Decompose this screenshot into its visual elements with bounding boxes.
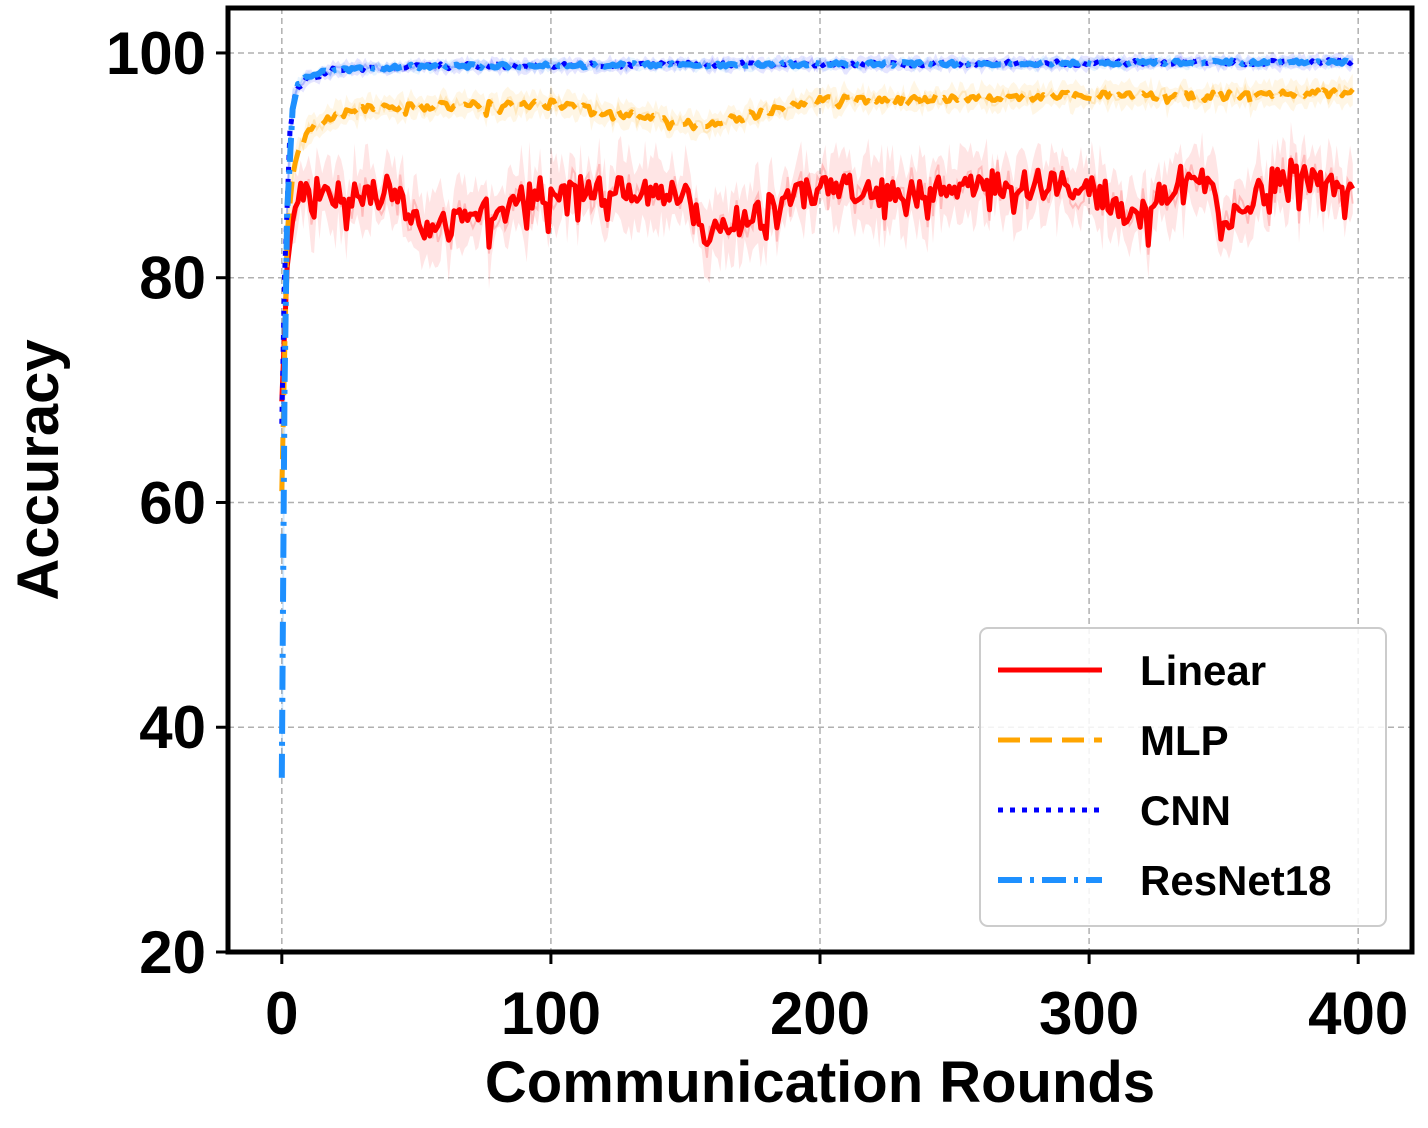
y-tick-label: 80 — [139, 245, 206, 312]
raw-line-linear — [280, 152, 1354, 395]
y-tick-label: 60 — [139, 469, 206, 536]
x-axis-title: Communication Rounds — [485, 1050, 1155, 1115]
series-line-linear — [279, 157, 1355, 402]
x-tick-label: 200 — [770, 980, 870, 1047]
legend: Linear MLP CNN ResNet18 — [979, 627, 1387, 927]
series-line-mlp — [279, 87, 1355, 492]
y-tick-label: 100 — [106, 20, 206, 87]
shaded-band-mlp — [281, 73, 1353, 514]
x-tick-label: 0 — [265, 980, 298, 1047]
legend-box — [979, 627, 1387, 927]
legend-label-cnn: CNN — [1140, 787, 1231, 834]
legend-label-linear: Linear — [1140, 647, 1266, 694]
x-tick-label: 300 — [1039, 980, 1139, 1047]
series-line-resnet18 — [278, 57, 1355, 778]
raw-line-mlp — [280, 80, 1354, 490]
y-tick-label: 20 — [139, 919, 206, 986]
y-axis-title: Accuracy — [6, 339, 71, 600]
axis-ticks: 0 100 200 300 400 20 40 60 80 100 — [106, 20, 1408, 1047]
legend-label-mlp: MLP — [1140, 717, 1229, 764]
y-tick-label: 40 — [139, 694, 206, 761]
series-lines — [278, 57, 1355, 778]
x-tick-label: 100 — [501, 980, 601, 1047]
legend-label-resnet18: ResNet18 — [1140, 857, 1331, 904]
x-tick-label: 400 — [1308, 980, 1408, 1047]
